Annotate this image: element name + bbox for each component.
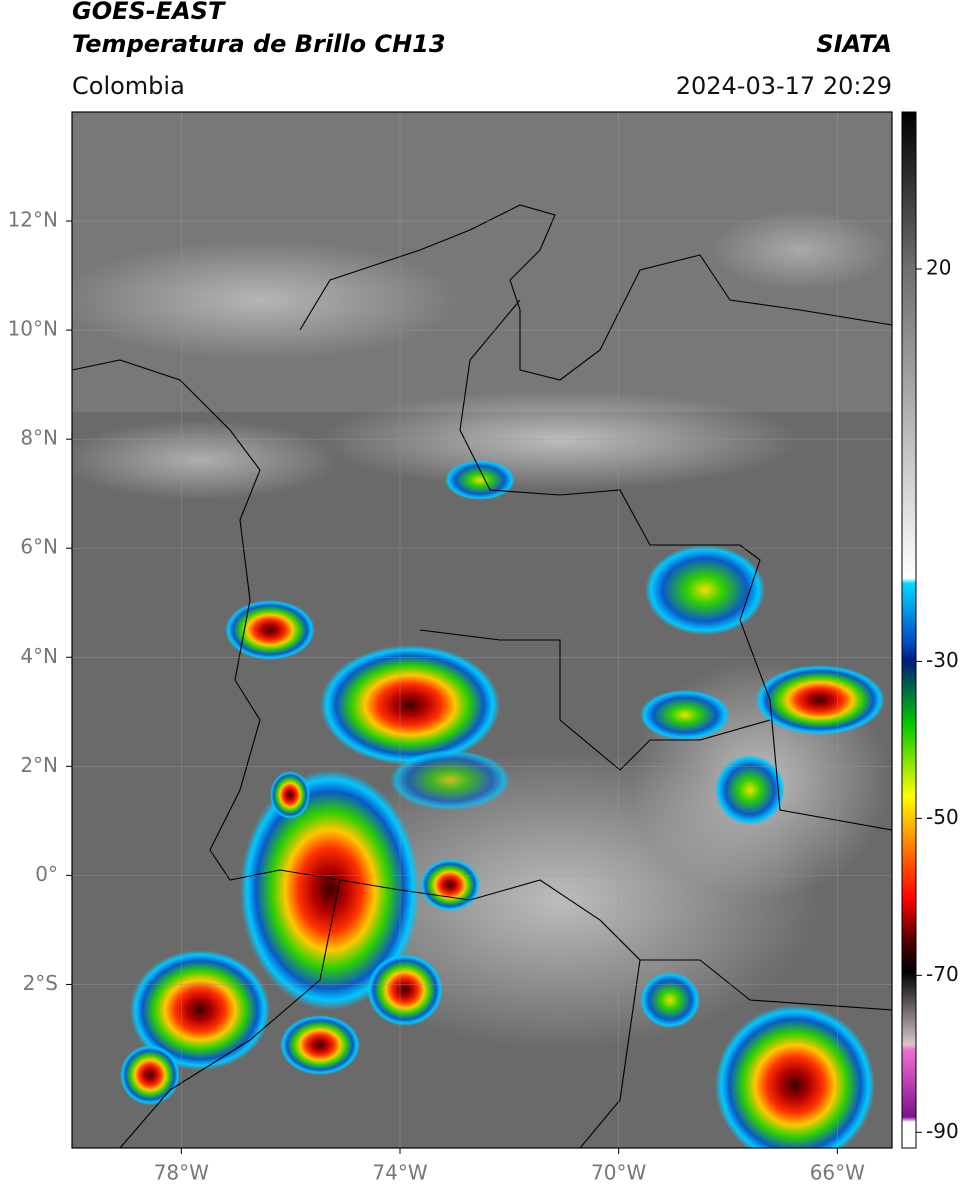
y-tick-label: 12°N xyxy=(8,208,58,232)
y-tick-label: 2°S xyxy=(23,971,58,995)
region: Colombia xyxy=(72,72,185,100)
colorbar-tick-label: -50 xyxy=(926,805,959,829)
y-tick-label: 8°N xyxy=(20,426,58,450)
y-tick-label: 4°N xyxy=(20,644,58,668)
source: SIATA xyxy=(816,30,892,58)
satellite-image xyxy=(72,112,892,1148)
colorbar xyxy=(901,111,917,1149)
y-tick-label: 10°N xyxy=(8,317,58,341)
colorbar-tick-label: -70 xyxy=(926,962,959,986)
x-tick-label: 70°W xyxy=(591,1161,646,1185)
colorbar-tick-label: 20 xyxy=(926,255,951,279)
x-tick-label: 74°W xyxy=(372,1161,427,1185)
title: GOES-EAST xyxy=(72,0,226,25)
y-tick-label: 2°N xyxy=(20,753,58,777)
colorbar-tick-label: -90 xyxy=(926,1119,959,1143)
x-tick-label: 78°W xyxy=(154,1161,209,1185)
map-frame xyxy=(71,111,893,1149)
timestamp: 2024-03-17 20:29 xyxy=(676,72,892,100)
subtitle: Temperatura de Brillo CH13 xyxy=(72,30,446,58)
y-tick-label: 0° xyxy=(35,862,58,886)
y-tick-label: 6°N xyxy=(20,535,58,559)
colorbar-tick-label: -30 xyxy=(926,648,959,672)
x-tick-label: 66°W xyxy=(810,1161,865,1185)
